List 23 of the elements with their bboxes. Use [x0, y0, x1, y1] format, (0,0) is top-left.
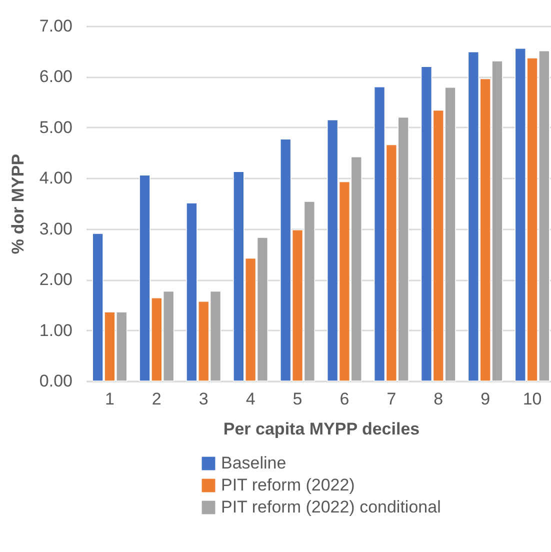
x-tick-label: 3 — [198, 390, 208, 408]
x-tick-label: 10 — [522, 390, 542, 408]
y-tick-label: 0.00 — [39, 372, 72, 390]
legend-label: PIT reform (2022) conditional — [221, 498, 441, 516]
legend-label: PIT reform (2022) — [221, 476, 355, 494]
y-axis-title: % dor MYPP — [8, 154, 28, 254]
y-tick-label: 4.00 — [39, 168, 72, 188]
x-tick-label: 2 — [152, 390, 162, 408]
x-tick-label: 5 — [292, 390, 302, 408]
y-tick-label: 7.00 — [39, 16, 72, 36]
x-tick-label: 6 — [340, 390, 350, 408]
x-tick-label: 9 — [480, 390, 490, 408]
x-tick-label: 4 — [246, 390, 256, 408]
y-tick-label: 3.00 — [39, 219, 72, 238]
x-tick-label: 8 — [434, 390, 444, 408]
x-tick-label: 7 — [386, 390, 396, 408]
y-tick-label: 2.00 — [39, 270, 72, 290]
legend-label: Baseline — [221, 454, 286, 472]
y-tick-label: 5.00 — [39, 118, 72, 137]
y-tick-label: 1.00 — [39, 320, 72, 340]
x-tick-label: 1 — [104, 390, 114, 408]
y-tick-label: 6.00 — [39, 67, 72, 86]
x-axis-title: Per capita MYPP deciles — [223, 420, 420, 438]
